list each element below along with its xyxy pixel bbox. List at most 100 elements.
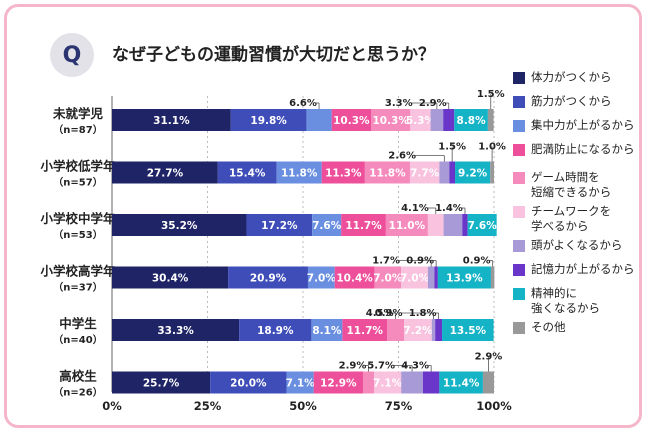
- bar-segment: [374, 371, 402, 394]
- legend-label: 集中力が上がるから: [531, 118, 635, 132]
- data-label: 13.5%: [450, 325, 487, 337]
- bar-segment: [307, 266, 335, 289]
- bar-segment: [311, 319, 343, 341]
- bar-segment: [443, 214, 463, 236]
- bar-segment: [341, 214, 386, 236]
- callout-label: 0.9%: [463, 256, 491, 267]
- bar-segment: [487, 109, 494, 131]
- bar-segment: [490, 161, 494, 184]
- bar-segment: [364, 161, 410, 184]
- bar-segment: [342, 319, 388, 341]
- category-n-label: （n=26）: [53, 386, 102, 399]
- bar-segment: [334, 266, 375, 289]
- bar-segment: [306, 109, 332, 131]
- legend-item: 肥満防止になるから: [513, 142, 635, 157]
- callout-label: 4.5%: [366, 308, 394, 319]
- bar-segment: [112, 266, 229, 289]
- data-label: 35.2%: [161, 220, 198, 232]
- bar-segment: [454, 109, 488, 131]
- callout-label: 5.7%: [367, 361, 395, 372]
- callout-label: 1.0%: [478, 142, 506, 153]
- x-tick-label: 100%: [476, 399, 512, 413]
- chart-title: なぜ子どもの運動習慣が大切だと思うか？: [112, 45, 435, 65]
- bar-segment: [210, 371, 287, 394]
- category-n-label: （n=40）: [53, 333, 102, 346]
- bar-segment: [467, 214, 497, 236]
- bar-segment: [409, 161, 440, 184]
- legend-item: 集中力が上がるから: [513, 118, 635, 133]
- data-label: 11.3%: [325, 168, 362, 180]
- legend-swatch: [513, 96, 525, 108]
- legend-swatch: [513, 322, 525, 334]
- legend-label: 肥満防止になるから: [531, 142, 635, 156]
- legend-swatch: [513, 172, 525, 184]
- category-n-label: （n=87）: [53, 123, 102, 136]
- bar-segment: [401, 266, 428, 289]
- data-label: 33.3%: [157, 325, 194, 337]
- legend-label: 記憶力が上がるから: [531, 262, 635, 276]
- data-label: 11.7%: [345, 220, 382, 232]
- bar-segment: [462, 214, 468, 236]
- bar-segment: [385, 214, 428, 236]
- callout-label: 4.1%: [401, 203, 429, 214]
- legend-item: チームワークを 学べるから: [513, 204, 611, 234]
- data-label: 9.2%: [458, 168, 488, 180]
- category-label: 小学校中学年: [39, 211, 116, 226]
- bar-segment: [455, 161, 491, 184]
- legend-item: ゲーム時間を 短縮できるから: [513, 170, 611, 200]
- data-label: 11.7%: [346, 325, 383, 337]
- legend-item: その他: [513, 320, 566, 335]
- legend-swatch: [513, 144, 525, 156]
- data-label: 7.1%: [286, 378, 316, 390]
- data-label: 10.4%: [336, 273, 373, 285]
- legend-swatch: [513, 120, 525, 132]
- bar-segment: [217, 161, 277, 184]
- x-tick-label: 25%: [194, 399, 222, 413]
- callout-label: 2.9%: [339, 361, 367, 372]
- data-label: 17.2%: [261, 220, 298, 232]
- bar-segment: [387, 319, 405, 341]
- legend-label: その他: [531, 320, 566, 334]
- data-label: 7.6%: [312, 220, 342, 232]
- category-n-label: （n=57）: [53, 176, 102, 189]
- legend-item: 記憶力が上がるから: [513, 262, 635, 277]
- data-label: 12.9%: [320, 378, 357, 390]
- callout-label: 6.6%: [289, 98, 317, 109]
- data-label: 20.9%: [250, 273, 287, 285]
- legend-swatch: [513, 288, 525, 300]
- bar-segment: [112, 371, 211, 394]
- category-label: 高校生: [59, 369, 97, 384]
- category-label: 未就学児: [52, 106, 104, 121]
- bar-segment: [374, 266, 402, 289]
- category-label: 小学校高学年: [39, 264, 116, 279]
- bar-segment: [443, 109, 455, 131]
- legend-label: ゲーム時間を 短縮できるから: [531, 170, 612, 199]
- data-label: 25.7%: [143, 378, 180, 390]
- legend-label: 体力がつくから: [531, 70, 612, 84]
- bar-segment: [430, 109, 444, 131]
- bar-segment: [313, 371, 363, 394]
- x-tick-label: 50%: [289, 399, 317, 413]
- data-label: 18.9%: [257, 325, 294, 337]
- data-label: 15.4%: [229, 168, 266, 180]
- bar-segment: [112, 109, 231, 131]
- data-label: 11.8%: [369, 168, 406, 180]
- bar-segment: [370, 109, 411, 131]
- bar-segment: [401, 371, 423, 394]
- bar-segment: [442, 319, 494, 341]
- data-label: 8.1%: [312, 325, 342, 337]
- callout-label: 1.8%: [409, 308, 437, 319]
- bar-segment: [362, 371, 375, 394]
- x-tick-label: 0%: [102, 399, 122, 413]
- data-label: 8.8%: [457, 115, 487, 127]
- category-label: 小学校低学年: [39, 159, 116, 174]
- bar-segment: [427, 266, 435, 289]
- data-label: 11.8%: [281, 168, 318, 180]
- callout-label: 0.9%: [375, 308, 403, 319]
- bar-segment: [239, 319, 312, 341]
- bar-segment: [321, 161, 365, 184]
- bar-segment: [286, 371, 314, 394]
- bar-segment: [431, 319, 436, 341]
- bar-segment: [434, 266, 438, 289]
